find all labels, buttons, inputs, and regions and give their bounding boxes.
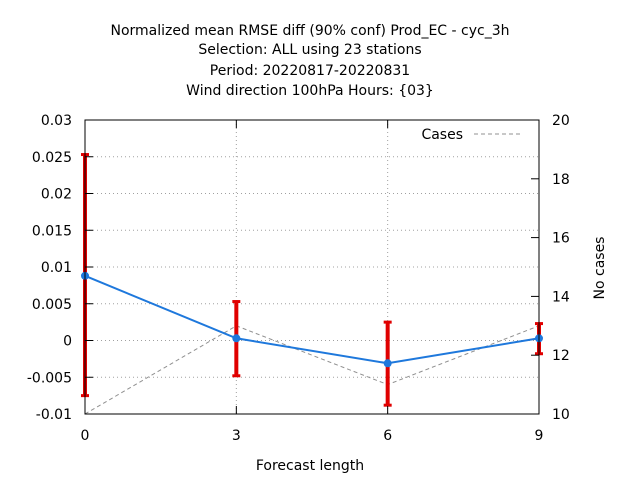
y2-tick-label: 18 [552,172,570,188]
y-tick-label: 0 [63,334,72,350]
cases-line [84,325,540,415]
y-tick-label: 0.02 [41,187,72,203]
y-tick-label: 0.01 [41,260,72,276]
main-series [81,271,543,368]
y2-tick-label: 12 [552,348,570,364]
y2-tick-label: 20 [552,113,570,129]
y-tick-label: -0.005 [27,370,72,386]
y-tick-label: 0.03 [41,113,72,129]
legend: Cases [421,127,521,143]
error-bars [81,153,543,407]
y2-tick-label: 10 [552,407,570,423]
rmse-diff-point [383,359,392,368]
rmse-diff-point [232,334,241,343]
y-tick-label: -0.01 [36,407,72,423]
chart-title: Normalized mean RMSE diff (90% conf) Pro… [111,23,510,99]
y2-tick-label: 16 [552,231,570,247]
cases-series [84,325,540,415]
legend-label-cases: Cases [421,127,463,143]
title-line-3: Period: 20220817-20220831 [210,63,410,79]
x-tick-label: 0 [81,428,90,444]
x-axis-label: Forecast length [256,458,364,474]
y2-axis-label: No cases [592,237,608,300]
title-line-1: Normalized mean RMSE diff (90% conf) Pro… [111,23,510,39]
rmse-diff-line [84,274,540,365]
title-line-4: Wind direction 100hPa Hours: {03} [186,83,434,99]
x-tick-label: 3 [232,428,241,444]
y2-tick-label: 14 [552,289,570,305]
y-tick-label: 0.015 [32,223,72,239]
axis-ticks: -0.01 -0.005 0 0.005 0.01 0.015 0.02 0.025 0.03 0… [27,113,570,444]
y-tick-label: 0.005 [32,297,72,313]
grid [85,120,539,414]
x-tick-label: 6 [383,428,392,444]
title-line-2: Selection: ALL using 23 stations [198,42,421,58]
y-tick-label: 0.025 [32,150,72,166]
x-tick-label: 9 [535,428,544,444]
